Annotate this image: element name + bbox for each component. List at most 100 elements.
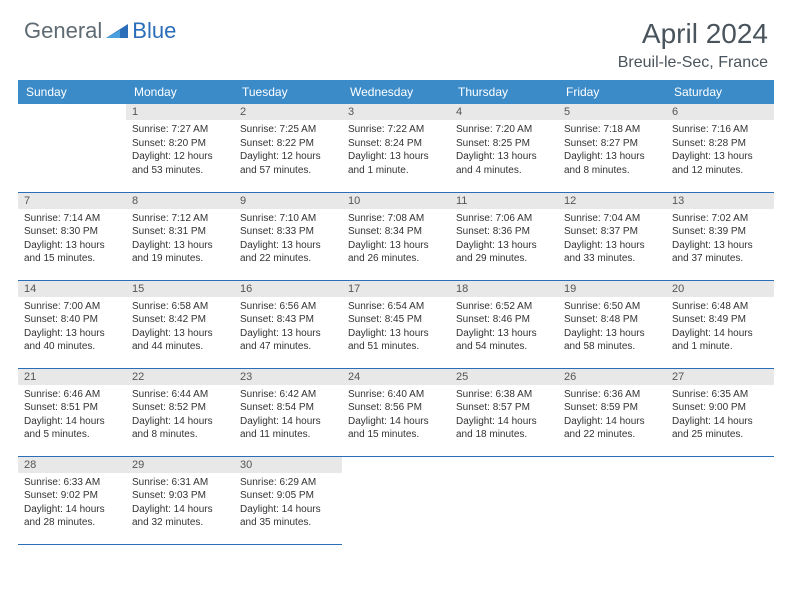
- day-cell: 10Sunrise: 7:08 AMSunset: 8:34 PMDayligh…: [342, 192, 450, 280]
- day-number: 11: [450, 193, 558, 209]
- logo-text-part2: Blue: [132, 18, 176, 44]
- day-detail: Sunrise: 6:48 AMSunset: 8:49 PMDaylight:…: [672, 300, 768, 354]
- day-number: 7: [18, 193, 126, 209]
- detail-line: Sunset: 8:36 PM: [456, 225, 552, 239]
- day-number: 23: [234, 369, 342, 385]
- detail-line: Sunrise: 7:08 AM: [348, 212, 444, 226]
- detail-line: Sunset: 8:30 PM: [24, 225, 120, 239]
- title-block: April 2024 Breuil-le-Sec, France: [618, 18, 768, 72]
- detail-line: Sunrise: 7:12 AM: [132, 212, 228, 226]
- detail-line: Sunset: 8:54 PM: [240, 401, 336, 415]
- day-number: 10: [342, 193, 450, 209]
- day-number: 1: [126, 104, 234, 120]
- detail-line: Daylight: 14 hours and 25 minutes.: [672, 415, 768, 442]
- day-cell: [342, 456, 450, 544]
- detail-line: Sunrise: 7:27 AM: [132, 123, 228, 137]
- week-row: 14Sunrise: 7:00 AMSunset: 8:40 PMDayligh…: [18, 280, 774, 368]
- detail-line: Sunset: 8:59 PM: [564, 401, 660, 415]
- detail-line: Sunset: 8:49 PM: [672, 313, 768, 327]
- detail-line: Sunset: 8:42 PM: [132, 313, 228, 327]
- day-cell: 21Sunrise: 6:46 AMSunset: 8:51 PMDayligh…: [18, 368, 126, 456]
- day-number: 13: [666, 193, 774, 209]
- day-number: 9: [234, 193, 342, 209]
- day-cell: 18Sunrise: 6:52 AMSunset: 8:46 PMDayligh…: [450, 280, 558, 368]
- detail-line: Sunset: 9:03 PM: [132, 489, 228, 503]
- day-detail: Sunrise: 6:58 AMSunset: 8:42 PMDaylight:…: [132, 300, 228, 354]
- calendar-table: Sunday Monday Tuesday Wednesday Thursday…: [18, 80, 774, 545]
- detail-line: Sunrise: 7:10 AM: [240, 212, 336, 226]
- week-row: 28Sunrise: 6:33 AMSunset: 9:02 PMDayligh…: [18, 456, 774, 544]
- col-header: Tuesday: [234, 80, 342, 104]
- day-number: 5: [558, 104, 666, 120]
- detail-line: Sunset: 8:56 PM: [348, 401, 444, 415]
- day-detail: Sunrise: 7:22 AMSunset: 8:24 PMDaylight:…: [348, 123, 444, 177]
- detail-line: Daylight: 12 hours and 57 minutes.: [240, 150, 336, 177]
- detail-line: Sunset: 8:57 PM: [456, 401, 552, 415]
- day-detail: Sunrise: 6:44 AMSunset: 8:52 PMDaylight:…: [132, 388, 228, 442]
- day-detail: Sunrise: 6:54 AMSunset: 8:45 PMDaylight:…: [348, 300, 444, 354]
- detail-line: Daylight: 13 hours and 54 minutes.: [456, 327, 552, 354]
- detail-line: Daylight: 14 hours and 8 minutes.: [132, 415, 228, 442]
- day-cell: 13Sunrise: 7:02 AMSunset: 8:39 PMDayligh…: [666, 192, 774, 280]
- day-cell: 3 Sunrise: 7:22 AMSunset: 8:24 PMDaylight…: [342, 104, 450, 192]
- col-header: Friday: [558, 80, 666, 104]
- day-detail: Sunrise: 6:52 AMSunset: 8:46 PMDaylight:…: [456, 300, 552, 354]
- day-detail: Sunrise: 6:29 AMSunset: 9:05 PMDaylight:…: [240, 476, 336, 530]
- day-detail: Sunrise: 7:04 AMSunset: 8:37 PMDaylight:…: [564, 212, 660, 266]
- day-number: 3: [342, 104, 450, 120]
- detail-line: Sunrise: 6:44 AM: [132, 388, 228, 402]
- detail-line: Sunset: 8:43 PM: [240, 313, 336, 327]
- detail-line: Sunrise: 6:46 AM: [24, 388, 120, 402]
- day-cell: 1 Sunrise: 7:27 AMSunset: 8:20 PMDaylight…: [126, 104, 234, 192]
- detail-line: Sunset: 9:05 PM: [240, 489, 336, 503]
- detail-line: Sunrise: 6:36 AM: [564, 388, 660, 402]
- detail-line: Sunset: 8:22 PM: [240, 137, 336, 151]
- day-number: 16: [234, 281, 342, 297]
- detail-line: Sunset: 8:46 PM: [456, 313, 552, 327]
- day-number: 21: [18, 369, 126, 385]
- day-cell: 16Sunrise: 6:56 AMSunset: 8:43 PMDayligh…: [234, 280, 342, 368]
- day-cell: 19Sunrise: 6:50 AMSunset: 8:48 PMDayligh…: [558, 280, 666, 368]
- day-cell: 12 Sunrise: 7:04 AMSunset: 8:37 PMDayligh…: [558, 192, 666, 280]
- day-detail: Sunrise: 7:16 AMSunset: 8:28 PMDaylight:…: [672, 123, 768, 177]
- day-number: 25: [450, 369, 558, 385]
- day-number: [342, 457, 450, 473]
- detail-line: Sunset: 8:28 PM: [672, 137, 768, 151]
- day-cell: 9 Sunrise: 7:10 AMSunset: 8:33 PMDaylight…: [234, 192, 342, 280]
- detail-line: Sunrise: 6:29 AM: [240, 476, 336, 490]
- day-cell: 5 Sunrise: 7:18 AMSunset: 8:27 PMDaylight…: [558, 104, 666, 192]
- day-cell: 23Sunrise: 6:42 AMSunset: 8:54 PMDayligh…: [234, 368, 342, 456]
- page-header: General Blue April 2024 Breuil-le-Sec, F…: [0, 0, 792, 80]
- detail-line: Daylight: 13 hours and 44 minutes.: [132, 327, 228, 354]
- day-cell: 29Sunrise: 6:31 AMSunset: 9:03 PMDayligh…: [126, 456, 234, 544]
- day-detail: Sunrise: 7:20 AMSunset: 8:25 PMDaylight:…: [456, 123, 552, 177]
- detail-line: Sunset: 8:52 PM: [132, 401, 228, 415]
- day-number: 24: [342, 369, 450, 385]
- detail-line: Sunset: 9:02 PM: [24, 489, 120, 503]
- day-detail: Sunrise: 7:18 AMSunset: 8:27 PMDaylight:…: [564, 123, 660, 177]
- day-number: [558, 457, 666, 473]
- day-detail: Sunrise: 7:06 AMSunset: 8:36 PMDaylight:…: [456, 212, 552, 266]
- detail-line: Sunset: 8:27 PM: [564, 137, 660, 151]
- detail-line: Sunset: 8:20 PM: [132, 137, 228, 151]
- day-number: 4: [450, 104, 558, 120]
- day-number: 30: [234, 457, 342, 473]
- detail-line: Sunrise: 7:20 AM: [456, 123, 552, 137]
- day-cell: 6Sunrise: 7:16 AMSunset: 8:28 PMDaylight…: [666, 104, 774, 192]
- detail-line: Sunrise: 6:56 AM: [240, 300, 336, 314]
- day-cell: [558, 456, 666, 544]
- col-header: Monday: [126, 80, 234, 104]
- detail-line: Sunset: 8:45 PM: [348, 313, 444, 327]
- detail-line: Sunrise: 7:06 AM: [456, 212, 552, 226]
- day-detail: Sunrise: 7:12 AMSunset: 8:31 PMDaylight:…: [132, 212, 228, 266]
- detail-line: Sunrise: 7:02 AM: [672, 212, 768, 226]
- day-cell: 14Sunrise: 7:00 AMSunset: 8:40 PMDayligh…: [18, 280, 126, 368]
- day-number: 12: [558, 193, 666, 209]
- day-detail: Sunrise: 7:10 AMSunset: 8:33 PMDaylight:…: [240, 212, 336, 266]
- day-cell: 20Sunrise: 6:48 AMSunset: 8:49 PMDayligh…: [666, 280, 774, 368]
- day-detail: Sunrise: 7:25 AMSunset: 8:22 PMDaylight:…: [240, 123, 336, 177]
- detail-line: Daylight: 13 hours and 51 minutes.: [348, 327, 444, 354]
- detail-line: Sunset: 8:39 PM: [672, 225, 768, 239]
- location-label: Breuil-le-Sec, France: [618, 54, 768, 72]
- detail-line: Daylight: 12 hours and 53 minutes.: [132, 150, 228, 177]
